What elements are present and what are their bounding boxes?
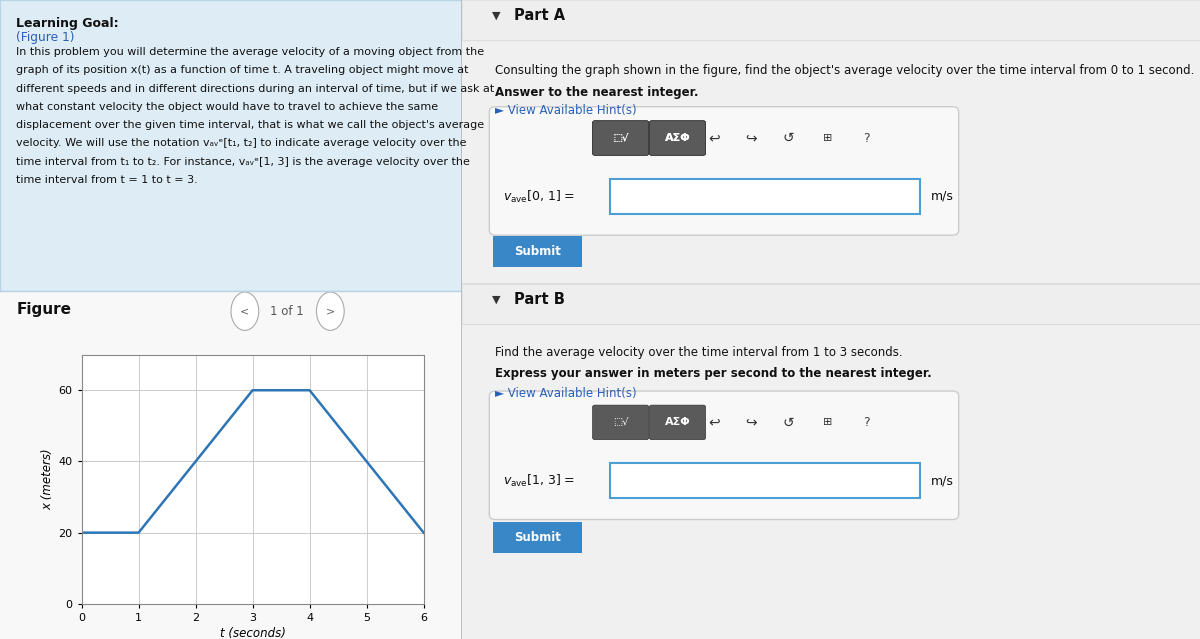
FancyBboxPatch shape bbox=[583, 116, 923, 160]
Text: Part B: Part B bbox=[514, 292, 564, 307]
Text: m/s: m/s bbox=[931, 474, 954, 488]
Text: $v_{\mathrm{ave}}[1,\,3] =$: $v_{\mathrm{ave}}[1,\,3] =$ bbox=[503, 473, 574, 489]
FancyBboxPatch shape bbox=[649, 121, 706, 155]
FancyBboxPatch shape bbox=[0, 291, 462, 639]
FancyBboxPatch shape bbox=[593, 121, 649, 155]
Text: ► View Available Hint(s): ► View Available Hint(s) bbox=[496, 387, 637, 400]
Text: displacement over the given time interval, that is what we call the object's ave: displacement over the given time interva… bbox=[16, 120, 485, 130]
Circle shape bbox=[230, 292, 259, 330]
Circle shape bbox=[317, 292, 344, 330]
Text: In this problem you will determine the average velocity of a moving object from : In this problem you will determine the a… bbox=[16, 47, 485, 58]
Text: <: < bbox=[240, 306, 250, 316]
Text: ⬚√: ⬚√ bbox=[613, 133, 629, 143]
Text: ΑΣΦ: ΑΣΦ bbox=[665, 417, 690, 427]
Text: Find the average velocity over the time interval from 1 to 3 seconds.: Find the average velocity over the time … bbox=[496, 346, 902, 359]
FancyBboxPatch shape bbox=[583, 401, 923, 444]
Text: Part A: Part A bbox=[514, 8, 565, 23]
FancyBboxPatch shape bbox=[462, 284, 1200, 324]
FancyBboxPatch shape bbox=[462, 0, 1200, 40]
Text: $v_{\mathrm{ave}}[0,\,1] =$: $v_{\mathrm{ave}}[0,\,1] =$ bbox=[503, 189, 574, 204]
FancyBboxPatch shape bbox=[610, 463, 919, 498]
Text: ⬚√: ⬚√ bbox=[613, 417, 629, 427]
Text: velocity. We will use the notation vₐᵥᵉ[t₁, t₂] to indicate average velocity ove: velocity. We will use the notation vₐᵥᵉ[… bbox=[16, 138, 467, 148]
Text: Submit: Submit bbox=[515, 531, 562, 544]
Text: >: > bbox=[325, 306, 335, 316]
Text: ΑΣΦ: ΑΣΦ bbox=[665, 133, 690, 143]
Text: Answer to the nearest integer.: Answer to the nearest integer. bbox=[496, 86, 698, 98]
Text: ΑΣΦ: ΑΣΦ bbox=[665, 133, 690, 143]
FancyBboxPatch shape bbox=[593, 405, 649, 440]
Text: ↪: ↪ bbox=[745, 131, 757, 145]
Text: Figure: Figure bbox=[16, 302, 71, 317]
Text: m/s: m/s bbox=[931, 190, 954, 203]
FancyBboxPatch shape bbox=[493, 236, 582, 267]
Text: ↩: ↩ bbox=[708, 415, 720, 429]
FancyBboxPatch shape bbox=[490, 107, 959, 235]
Text: Consulting the graph shown in the figure, find the object's average velocity ove: Consulting the graph shown in the figure… bbox=[496, 64, 1194, 77]
Text: Learning Goal:: Learning Goal: bbox=[16, 17, 119, 29]
Text: Submit: Submit bbox=[515, 245, 562, 258]
FancyBboxPatch shape bbox=[493, 522, 582, 553]
FancyBboxPatch shape bbox=[649, 121, 706, 155]
FancyBboxPatch shape bbox=[610, 179, 919, 214]
FancyBboxPatch shape bbox=[0, 0, 462, 291]
Text: what constant velocity the object would have to travel to achieve the same: what constant velocity the object would … bbox=[16, 102, 438, 112]
Text: ↩: ↩ bbox=[708, 131, 720, 145]
Text: ⊞: ⊞ bbox=[823, 133, 833, 143]
Text: 1 of 1: 1 of 1 bbox=[270, 305, 304, 318]
FancyBboxPatch shape bbox=[490, 391, 959, 520]
Text: ?: ? bbox=[864, 416, 870, 429]
Y-axis label: x (meters): x (meters) bbox=[41, 449, 54, 510]
FancyBboxPatch shape bbox=[649, 405, 706, 440]
Text: graph of its position x(t) as a function of time t. A traveling object might mov: graph of its position x(t) as a function… bbox=[16, 65, 469, 75]
Text: ↺: ↺ bbox=[782, 131, 794, 145]
Text: ?: ? bbox=[864, 132, 870, 144]
Text: ↺: ↺ bbox=[782, 415, 794, 429]
Text: different speeds and in different directions during an interval of time, but if : different speeds and in different direct… bbox=[16, 84, 494, 94]
Text: ▼: ▼ bbox=[492, 10, 500, 20]
Text: ► View Available Hint(s): ► View Available Hint(s) bbox=[496, 104, 637, 116]
Text: (Figure 1): (Figure 1) bbox=[16, 31, 74, 43]
Text: ⊞: ⊞ bbox=[823, 417, 833, 427]
Text: ⬚√: ⬚√ bbox=[612, 133, 629, 143]
Text: ▼: ▼ bbox=[492, 295, 500, 305]
Text: ↪: ↪ bbox=[745, 415, 757, 429]
Text: time interval from t = 1 to t = 3.: time interval from t = 1 to t = 3. bbox=[16, 174, 198, 185]
FancyBboxPatch shape bbox=[593, 121, 649, 155]
X-axis label: t (seconds): t (seconds) bbox=[220, 627, 286, 639]
Text: Express your answer in meters per second to the nearest integer.: Express your answer in meters per second… bbox=[496, 367, 932, 380]
Text: time interval from t₁ to t₂. For instance, vₐᵥᵉ[1, 3] is the average velocity ov: time interval from t₁ to t₂. For instanc… bbox=[16, 157, 470, 167]
